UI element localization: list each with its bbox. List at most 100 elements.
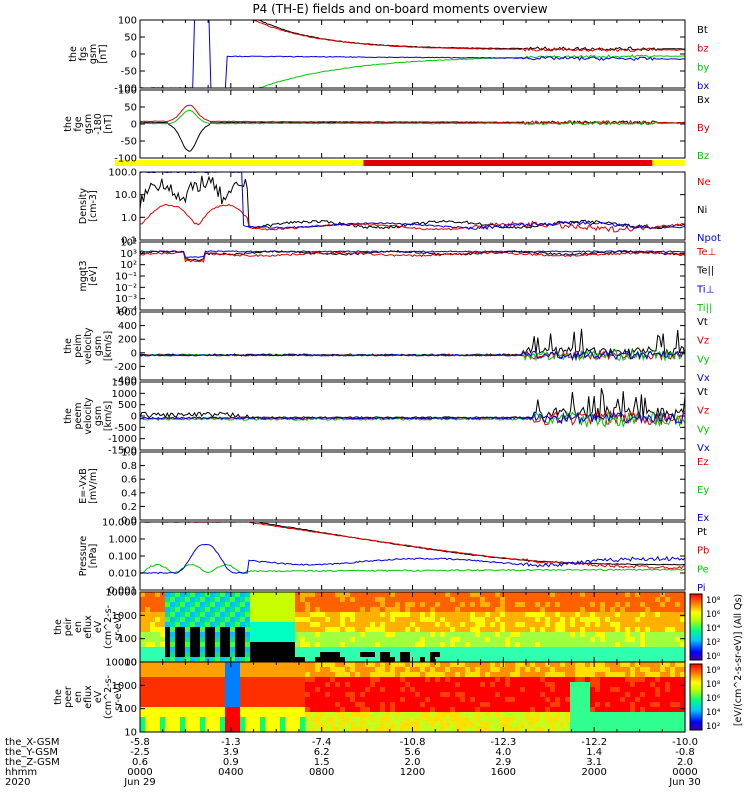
ylabel-line-density-0: Density — [78, 188, 89, 224]
ytick-fge-4: -100 — [114, 154, 137, 165]
series-temp-te_perp — [139, 251, 685, 263]
ylabel-line-peim-2: velocity — [83, 327, 94, 365]
xaxis-col-1-row-0: -1.3 — [221, 737, 241, 748]
ylabel-line-fge-0: the — [63, 116, 74, 132]
xaxis-col-6-row-1: -0.8 — [675, 747, 695, 758]
series-peem-vx — [139, 411, 686, 425]
legend-pressure-pe: Pe — [697, 564, 709, 575]
ylabel-line-peim-1: peim — [73, 334, 84, 358]
ylabel-line-peem-1: peem — [73, 403, 84, 430]
ytick-peem-4: -500 — [114, 423, 137, 434]
ytick-fgs-0: 100 — [118, 16, 137, 27]
ylabel-line-pressure-1: [nPa] — [88, 544, 99, 569]
legend-efield-ey: Ey — [697, 485, 709, 496]
ytick-pressure-3: 0.010 — [108, 569, 137, 580]
xaxis-col-6-row-3: 0000 — [672, 767, 697, 778]
ytick-pressure-2: 0.100 — [108, 552, 137, 563]
colorbar-tick-peir-2: 10⁴ — [706, 624, 721, 634]
ytick-density-0: 100.0 — [108, 168, 137, 179]
ytick-fgs-4: -100 — [114, 84, 137, 95]
ylabel-line-peir-4: eV — [93, 620, 104, 633]
ylabel-line-pressure-0: Pressure — [78, 536, 89, 577]
legend-fge-bx: Bx — [697, 95, 710, 106]
ytick-temp-3: 10⁻¹ — [115, 272, 137, 283]
ytick-efield-2: 0.6 — [121, 475, 137, 486]
ytick-temp-6: 10⁻⁴ — [115, 306, 137, 317]
ylabel-line-peer-4: eV — [93, 690, 104, 703]
legend-peem-vz: Vz — [697, 406, 709, 417]
ylabel-line-peir-5: (cm^2-s- — [103, 605, 114, 649]
ytick-temp-5: 10⁻³ — [115, 294, 137, 305]
ytick-peim-0: 600 — [118, 308, 137, 319]
panel-peim — [139, 311, 686, 381]
legend-peem-vx: Vx — [697, 443, 710, 454]
panel-temp — [139, 241, 686, 311]
legend-fge-by: By — [697, 123, 710, 134]
ytick-peir-2: 100 — [118, 634, 137, 645]
xaxis-col-5-row-0: -12.2 — [581, 737, 607, 748]
ylabel-line-fge-1: fge — [73, 116, 84, 131]
ytick-pressure-4: 0.001 — [108, 586, 137, 597]
ytick-peem-5: -1000 — [108, 434, 137, 445]
ylabel-line-peir-2: en — [73, 621, 84, 633]
panel-peer — [139, 661, 686, 733]
xaxis-row-label-0: the_X-GSM — [5, 737, 59, 748]
ylabel-line-fge-4: [nT] — [103, 114, 114, 133]
ytick-peem-2: 500 — [118, 400, 137, 411]
ytick-peem-6: -1500 — [108, 446, 137, 457]
ylabel-line-fgs-0: the — [68, 46, 79, 62]
trace-temp-te_perp — [139, 251, 685, 263]
ylabel-line-peem-0: the — [63, 408, 74, 424]
ytick-efield-1: 0.8 — [121, 461, 137, 472]
xaxis-col-0-row-2: 0.6 — [132, 757, 148, 768]
colorbar-tick-peir-1: 10⁶ — [706, 610, 721, 620]
legend-fgs-bz: bz — [697, 44, 709, 55]
ytick-peir-3: 10 — [124, 658, 137, 669]
xaxis-col-5-row-2: 3.1 — [586, 757, 602, 768]
trace-fgs-bx — [140, 19, 686, 89]
legend-pressure-pb: Pb — [697, 546, 709, 557]
legend-temp-ti||: Ti|| — [696, 303, 712, 314]
ytick-fge-3: -50 — [121, 137, 137, 148]
colorbar-tick-peir-3: 10² — [706, 638, 720, 648]
series-fgs-bx — [140, 19, 686, 89]
ylabel-efield: E=-VxB [mV/m] — [78, 468, 99, 504]
legend-fge-bz: Bz — [697, 151, 709, 162]
ytick-peim-4: -200 — [114, 362, 137, 373]
ylabel-line-peer-2: en — [73, 691, 84, 703]
panel-fge — [139, 89, 686, 159]
ylabel-line-peir-0: the — [53, 619, 64, 635]
ytick-temp-2: 10² — [120, 260, 137, 271]
ylabel-peir: the peir en eflux eV (cm^2-s-sr-eV) — [53, 605, 124, 649]
ylabel-pressure: Pressure [nPa] — [78, 536, 99, 577]
trace-pressure-pi — [139, 543, 686, 575]
legend-temp-te||: Te|| — [696, 266, 714, 277]
trace-pressure-pe — [139, 563, 686, 575]
ytick-peem-1: 1000 — [112, 389, 137, 400]
xaxis-col-6-row-2: 2.0 — [677, 757, 693, 768]
xaxis-col-0-row-4: Jun 29 — [123, 777, 156, 788]
ylabel-temp: mgqt3 [eV] — [78, 260, 99, 291]
colorbar-tick-peer-0: 10⁹ — [706, 666, 721, 676]
series-pressure-pi — [139, 543, 686, 575]
trace-fge-bz — [139, 109, 686, 126]
xaxis-col-5-row-1: 1.4 — [586, 747, 602, 758]
xaxis-col-6-row-4: Jun 30 — [668, 777, 701, 788]
xaxis-row-label-4: 2020 — [5, 777, 30, 788]
xaxis-col-2-row-3: 0800 — [309, 767, 334, 778]
xaxis-col-0-row-3: 0000 — [127, 767, 152, 778]
ytick-peim-2: 200 — [118, 335, 137, 346]
colorbar-peer — [689, 663, 703, 731]
colorbar-label-text: [eV/(cm^2-s-sr-eV)] (All Qs) — [733, 594, 744, 726]
legend-efield-ez: Ez — [697, 457, 709, 468]
series-fge-bz — [139, 109, 686, 126]
ytick-efield-0: 1.0 — [121, 448, 137, 459]
ytick-peim-5: -400 — [114, 376, 137, 387]
status-bar — [115, 160, 685, 166]
ytick-peer-1: 1000 — [112, 681, 137, 692]
xaxis-col-4-row-3: 1600 — [491, 767, 516, 778]
ytick-fgs-1: 50 — [124, 33, 137, 44]
colorbar-tick-peer-1: 10⁸ — [706, 680, 721, 690]
ylabel-peem: the peem velocity gsm [km/s] — [63, 397, 114, 435]
